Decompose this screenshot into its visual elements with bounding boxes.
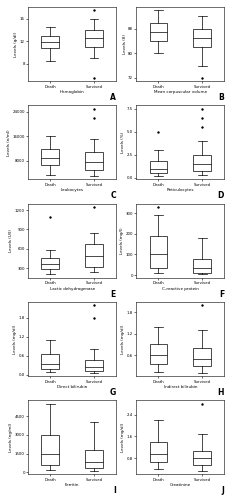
X-axis label: Lactic dehydrogenase: Lactic dehydrogenase [49, 286, 95, 290]
X-axis label: Leukocytes: Leukocytes [61, 188, 84, 192]
Y-axis label: Levels (g/dl): Levels (g/dl) [15, 32, 18, 56]
PathPatch shape [41, 36, 59, 48]
Y-axis label: Levels (mg/dl): Levels (mg/dl) [13, 324, 17, 354]
PathPatch shape [41, 354, 59, 369]
X-axis label: Indirect bilirubin: Indirect bilirubin [164, 385, 197, 389]
Text: C: C [110, 191, 116, 200]
Y-axis label: Levels (mg/dl): Levels (mg/dl) [121, 422, 125, 452]
Text: H: H [218, 388, 224, 397]
PathPatch shape [41, 258, 59, 270]
X-axis label: Creatinine: Creatinine [170, 484, 191, 488]
PathPatch shape [150, 442, 167, 462]
X-axis label: Reticulocytes: Reticulocytes [167, 188, 194, 192]
Text: J: J [221, 486, 224, 495]
X-axis label: Direct bilirubin: Direct bilirubin [57, 385, 87, 389]
Y-axis label: Levels (ng/ml): Levels (ng/ml) [9, 422, 13, 452]
Text: A: A [110, 93, 116, 102]
PathPatch shape [41, 435, 59, 465]
X-axis label: C-reactive protein: C-reactive protein [162, 286, 199, 290]
PathPatch shape [150, 344, 167, 364]
Y-axis label: Levels (U/l): Levels (U/l) [9, 230, 13, 252]
PathPatch shape [85, 450, 103, 468]
X-axis label: Ferritin: Ferritin [65, 484, 79, 488]
PathPatch shape [85, 30, 103, 47]
PathPatch shape [150, 236, 167, 268]
Text: I: I [113, 486, 116, 495]
Y-axis label: Levels (fl): Levels (fl) [123, 34, 127, 54]
X-axis label: Hemoglobin: Hemoglobin [60, 90, 85, 94]
PathPatch shape [193, 258, 211, 272]
PathPatch shape [150, 22, 167, 41]
Y-axis label: Levels (n/ml): Levels (n/ml) [7, 129, 11, 156]
Text: B: B [218, 93, 224, 102]
Y-axis label: Levels (%): Levels (%) [121, 132, 125, 153]
PathPatch shape [193, 28, 211, 47]
PathPatch shape [193, 155, 211, 170]
Y-axis label: Levels (mg/dl): Levels (mg/dl) [121, 324, 125, 354]
PathPatch shape [193, 451, 211, 465]
PathPatch shape [41, 148, 59, 166]
X-axis label: Mean corpuscular volume: Mean corpuscular volume [154, 90, 207, 94]
PathPatch shape [85, 244, 103, 266]
Text: D: D [218, 191, 224, 200]
Y-axis label: Levels (mg/l): Levels (mg/l) [120, 228, 124, 254]
PathPatch shape [150, 162, 167, 173]
PathPatch shape [85, 152, 103, 170]
PathPatch shape [85, 360, 103, 371]
Text: E: E [111, 290, 116, 298]
PathPatch shape [193, 348, 211, 366]
Text: F: F [219, 290, 224, 298]
Text: G: G [110, 388, 116, 397]
